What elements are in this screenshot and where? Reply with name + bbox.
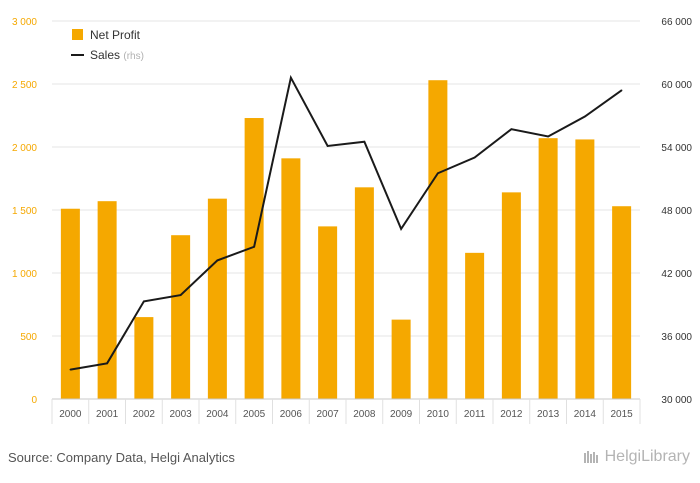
point-sales-2014 bbox=[584, 115, 586, 118]
legend-swatch-net-profit bbox=[72, 29, 83, 40]
bar-net-profit-2007 bbox=[318, 226, 338, 399]
point-sales-2009 bbox=[400, 228, 402, 230]
source-note: Source: Company Data, Helgi Analytics bbox=[8, 450, 235, 465]
line-sales bbox=[70, 74, 623, 371]
y-left-tick-label: 2 500 bbox=[12, 80, 37, 91]
y-left-tick-label: 1 000 bbox=[12, 269, 37, 280]
y-left-tick-label: 2 000 bbox=[12, 143, 37, 154]
bar-net-profit-2012 bbox=[501, 192, 521, 399]
y-left-tick-label: 3 000 bbox=[12, 17, 37, 28]
point-sales-2012 bbox=[510, 128, 513, 130]
bar-net-profit-2003 bbox=[171, 235, 191, 399]
bar-net-profit-2009 bbox=[391, 319, 411, 399]
x-tick-label-2012: 2012 bbox=[500, 409, 523, 420]
bar-net-profit-2000 bbox=[60, 208, 80, 399]
x-tick-label-2005: 2005 bbox=[243, 409, 266, 420]
x-tick-label-2011: 2011 bbox=[464, 409, 486, 420]
legend-label-net-profit: Net Profit bbox=[90, 28, 141, 42]
y-right-tick-label: 42 000 bbox=[661, 269, 692, 280]
point-sales-2007 bbox=[326, 145, 329, 147]
x-tick-label-2004: 2004 bbox=[206, 409, 229, 420]
x-tick-label-2008: 2008 bbox=[353, 409, 376, 420]
point-sales-2008 bbox=[363, 140, 366, 143]
bar-net-profit-2010 bbox=[428, 80, 448, 399]
y-left-tick-label: 1 500 bbox=[12, 206, 37, 217]
y-left-tick-label: 500 bbox=[20, 332, 37, 343]
bar-net-profit-2015 bbox=[612, 206, 632, 399]
bar-net-profit-2004 bbox=[207, 198, 227, 399]
bar-net-profit-2001 bbox=[97, 201, 117, 399]
x-tick-label-2009: 2009 bbox=[390, 409, 413, 420]
x-tick-label-2015: 2015 bbox=[611, 409, 634, 420]
x-tick-label-2000: 2000 bbox=[59, 409, 82, 420]
y-right-tick-label: 66 000 bbox=[661, 17, 692, 28]
x-tick-label-2013: 2013 bbox=[537, 409, 560, 420]
x-tick-label-2003: 2003 bbox=[170, 409, 193, 420]
bar-net-profit-2006 bbox=[281, 158, 301, 399]
y-right-tick-label: 54 000 bbox=[661, 143, 692, 154]
legend-label-sales: Sales (rhs) bbox=[90, 48, 144, 62]
point-sales-2011 bbox=[473, 156, 476, 159]
point-sales-2013 bbox=[547, 135, 549, 138]
point-sales-2002 bbox=[143, 300, 145, 303]
bar-net-profit-2014 bbox=[575, 139, 595, 399]
y-right-tick-label: 36 000 bbox=[661, 332, 692, 343]
point-sales-2004 bbox=[216, 259, 219, 262]
point-sales-2005 bbox=[253, 245, 255, 248]
x-tick-label-2007: 2007 bbox=[317, 409, 340, 420]
point-sales-2001 bbox=[106, 362, 108, 365]
point-sales-2000 bbox=[69, 368, 72, 371]
bar-net-profit-2002 bbox=[134, 317, 154, 399]
combo-chart: 2000 2001 2002 2003 2004 2005 2006 2007 2008 2009… bbox=[12, 17, 692, 424]
library-icon bbox=[583, 451, 598, 463]
bar-net-profit-2011 bbox=[465, 252, 485, 399]
x-tick-label-2006: 2006 bbox=[280, 409, 303, 420]
y-right-tick-label: 48 000 bbox=[661, 206, 692, 217]
x-tick-label-2014: 2014 bbox=[574, 409, 597, 420]
point-sales-2006 bbox=[290, 76, 292, 79]
y-left-tick-label: 0 bbox=[31, 395, 37, 406]
y-right-tick-label: 60 000 bbox=[661, 80, 692, 91]
x-tick-label-2010: 2010 bbox=[427, 409, 450, 420]
bar-net-profit-2008 bbox=[354, 187, 374, 399]
bar-net-profit-2005 bbox=[244, 118, 264, 400]
helgilibrary-logo: HelgiLibrary bbox=[583, 448, 690, 466]
point-sales-2003 bbox=[179, 294, 182, 296]
x-tick-label-2002: 2002 bbox=[133, 409, 156, 420]
point-sales-2010 bbox=[437, 172, 439, 175]
y-right-tick-label: 30 000 bbox=[661, 395, 692, 406]
bar-net-profit-2013 bbox=[538, 138, 558, 399]
x-tick-label-2001: 2001 bbox=[96, 409, 119, 420]
logo-text: HelgiLibrary bbox=[604, 448, 690, 465]
point-sales-2015 bbox=[620, 89, 623, 92]
